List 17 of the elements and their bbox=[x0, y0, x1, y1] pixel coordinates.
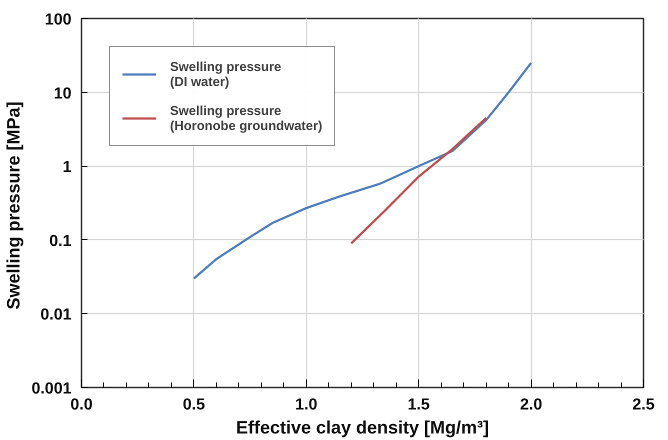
legend-label: Swelling pressure (Horonobe groundwater) bbox=[170, 103, 322, 133]
y-tick-label: 1 bbox=[62, 159, 72, 176]
x-tick-label: 1.0 bbox=[295, 396, 318, 414]
x-tick-label: 0.5 bbox=[182, 396, 206, 414]
x-tick-label: 2.0 bbox=[520, 396, 542, 414]
y-tick-label: 100 bbox=[44, 12, 72, 28]
y-tick-label: 10 bbox=[54, 85, 72, 102]
y-axis-title: Swelling pressure [MPa] bbox=[3, 101, 24, 310]
legend-label: Swelling pressure (DI water) bbox=[170, 59, 282, 89]
x-axis-title: Effective clay density [Mg/m³] bbox=[236, 418, 490, 438]
y-tick-label: 0.01 bbox=[40, 306, 72, 324]
x-tick-label: 2.5 bbox=[632, 396, 655, 414]
x-tick-label: 0.0 bbox=[70, 396, 93, 414]
line-series bbox=[350, 116, 488, 244]
y-tick-label: 0.001 bbox=[31, 380, 72, 398]
x-tick-label: 1.5 bbox=[408, 396, 430, 414]
y-tick-label: 0.1 bbox=[49, 232, 72, 250]
